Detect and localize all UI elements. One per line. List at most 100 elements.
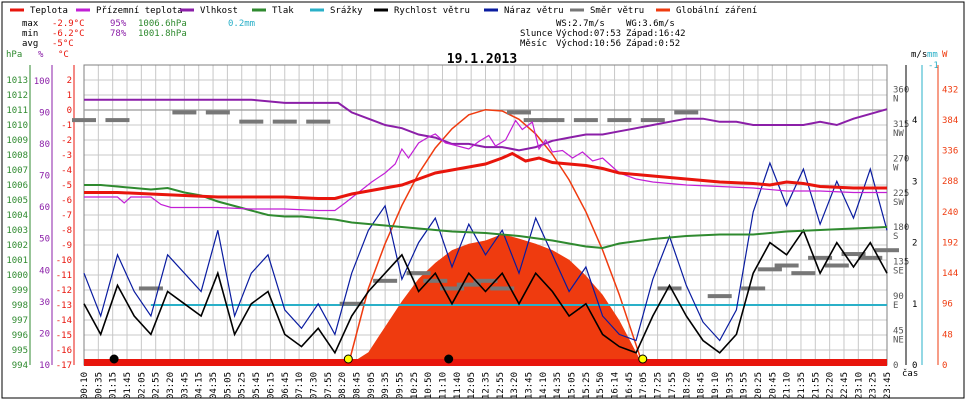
axis-degc-tick-7: -5	[61, 181, 72, 191]
series-solar	[348, 234, 643, 365]
dir-mark-20	[607, 118, 632, 123]
axis-dir-sub-5: SE	[893, 267, 904, 277]
axis-degc-tick-4: -2	[61, 136, 72, 146]
dir-mark-22	[657, 286, 682, 291]
x-tick-43: 18:45	[697, 372, 707, 399]
axis-dir-tick-8: 0	[893, 361, 898, 371]
axis-w-tick-8: 48	[942, 330, 953, 340]
series-humidity	[84, 98, 888, 152]
axis-w-tick-7: 96	[942, 300, 953, 310]
x-tick-31: 13:45	[525, 372, 535, 399]
x-tick-32: 14:10	[539, 372, 549, 399]
x-tick-30: 13:20	[510, 372, 520, 399]
dir-mark-7	[306, 119, 331, 124]
x-tick-38: 16:45	[625, 372, 635, 399]
x-tick-40: 17:25	[654, 372, 664, 399]
legend-label-6: Náraz větru	[504, 6, 564, 16]
x-tick-16: 07:30	[309, 372, 319, 399]
axis-degc-tick-12: -10	[56, 256, 72, 266]
x-tick-49: 21:10	[783, 372, 793, 399]
axis-dir-title: m/s	[911, 50, 927, 60]
x-tick-17: 07:55	[324, 372, 334, 399]
legend-label-3: Tlak	[272, 6, 294, 16]
axis-degc-tick-0: 2	[67, 76, 72, 86]
x-tick-22: 09:55	[395, 372, 405, 399]
x-tick-34: 15:05	[568, 372, 578, 399]
axis-w-title: W	[942, 50, 948, 60]
sun-moon-marker-0	[109, 354, 119, 364]
series-temp	[84, 151, 887, 200]
legend-label-8: Globální záření	[676, 6, 757, 16]
dir-mark-0	[72, 118, 96, 123]
x-tick-55: 23:25	[869, 372, 879, 399]
legend-label-1: Přízemní teplota	[96, 6, 183, 16]
axis-hpa-tick-7: 1006	[6, 181, 28, 191]
axis-hpa-tick-12: 1001	[6, 256, 28, 266]
stats-min-press: 1001.8hPa	[138, 29, 187, 39]
axis-degc-tick-3: -1	[61, 121, 72, 131]
series-ground-temp	[84, 119, 887, 212]
x-tick-8: 04:15	[195, 372, 205, 399]
dir-mark-17	[523, 118, 548, 123]
x-tick-13: 06:15	[266, 372, 276, 399]
axis-degc-tick-18: -16	[56, 346, 72, 356]
x-axis-label: čas	[902, 368, 918, 379]
axis-mm-title: mm	[927, 50, 938, 60]
x-tick-47: 20:25	[754, 372, 764, 399]
axis-degc-tick-11: -9	[61, 241, 72, 251]
dir-mark-9	[373, 278, 398, 283]
axis-dir-tick-1: 315	[893, 120, 909, 130]
x-tick-53: 22:45	[840, 372, 850, 399]
x-tick-18: 08:20	[338, 372, 348, 399]
axis-degc-tick-14: -12	[56, 286, 72, 296]
dir-mark-19	[573, 118, 598, 123]
x-tick-36: 15:50	[596, 372, 606, 399]
x-tick-3: 01:45	[123, 372, 133, 399]
x-tick-37: 16:14	[611, 372, 621, 399]
dir-mark-6	[272, 119, 297, 124]
stats-max-hum: 95%	[110, 19, 127, 29]
axis-pct-tick-0: 100	[34, 77, 50, 87]
axis-w-tick-3: 288	[942, 177, 958, 187]
dir-mark-12	[440, 286, 465, 291]
axis-degc-tick-6: -4	[61, 166, 72, 176]
x-tick-1: 00:35	[94, 372, 104, 399]
dir-mark-15	[490, 286, 515, 291]
x-tick-45: 19:35	[725, 372, 735, 399]
axis-hpa-tick-3: 1010	[6, 121, 28, 131]
axis-dir-sub-1: NW	[893, 129, 904, 139]
dir-mark-24	[707, 294, 732, 299]
series-clear-sky	[347, 108, 644, 366]
axis-dir-tick-7: 45	[893, 327, 904, 337]
dir-mark-23	[674, 110, 699, 115]
axis-hpa-tick-17: 996	[12, 331, 28, 341]
axis-dir-tick-0: 360	[893, 85, 909, 95]
legend-label-4: Srážky	[330, 6, 363, 16]
x-tick-25: 11:10	[438, 372, 448, 399]
x-tick-4: 02:05	[137, 372, 147, 399]
x-tick-10: 05:05	[223, 372, 233, 399]
axis-hpa-tick-5: 1008	[6, 151, 28, 161]
axis-hpa-tick-14: 999	[12, 286, 28, 296]
dir-mark-1	[105, 118, 130, 123]
sun-rise: Východ:07:53	[556, 29, 621, 39]
axis-dir-tick-6: 90	[893, 292, 904, 302]
dir-mark-14	[473, 278, 498, 283]
sun-ws: WS:2.7m/s	[556, 19, 605, 29]
axis-hpa-tick-11: 1002	[6, 241, 28, 251]
axis-degc-tick-17: -15	[56, 331, 72, 341]
series-pressure	[84, 184, 888, 250]
axis-dir-tick-5: 135	[893, 258, 909, 268]
dir-mark-32	[858, 255, 883, 260]
stats-min-hum: 78%	[110, 29, 127, 39]
axis-degc-tick-2: 0	[67, 106, 72, 116]
axis-pct-tick-7: 30	[39, 298, 50, 308]
axis-hpa-tick-8: 1005	[6, 196, 28, 206]
axis-pct-title: %	[38, 50, 44, 60]
sun-moon-marker-3	[638, 354, 648, 364]
axis-hpa-tick-4: 1009	[6, 136, 28, 146]
dir-mark-26	[757, 267, 782, 272]
x-tick-9: 04:35	[209, 372, 219, 399]
moon-rise: Východ:10:56	[556, 39, 621, 49]
